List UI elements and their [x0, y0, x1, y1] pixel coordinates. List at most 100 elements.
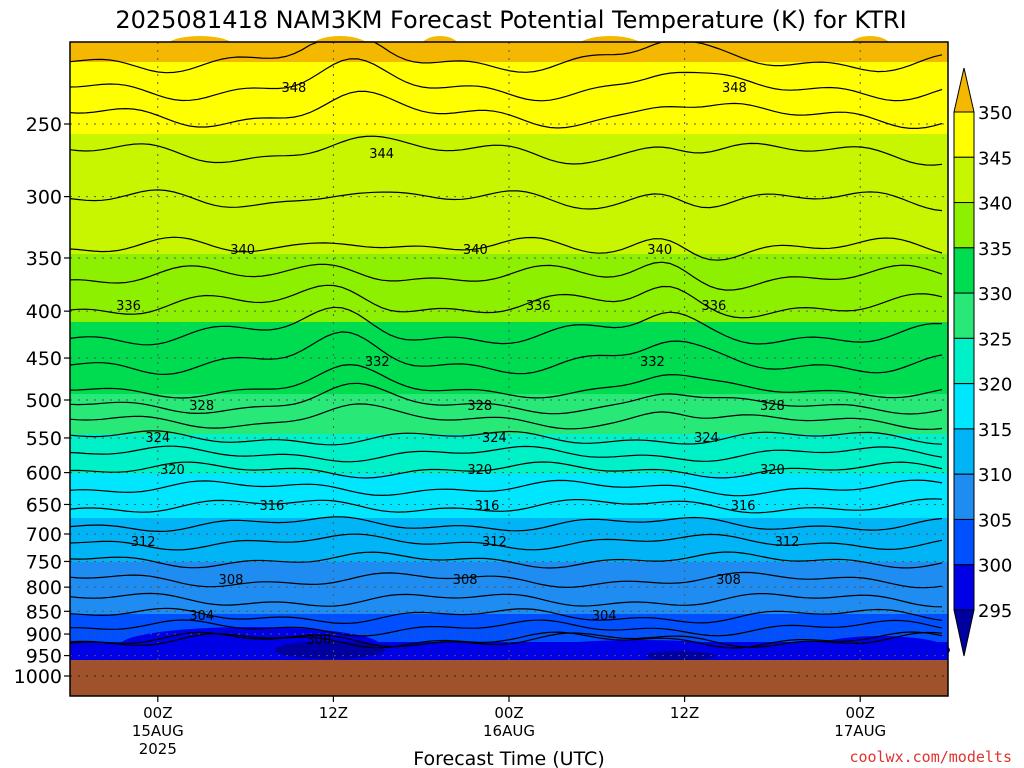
isotherm-312 [69, 533, 943, 551]
y-tick-label: 900 [26, 624, 62, 646]
y-tick-label: 500 [26, 390, 62, 412]
contour-label: 340 [230, 243, 255, 258]
contour-label: 328 [467, 399, 492, 414]
x-tick-label: 00Z [143, 704, 172, 722]
contour-labels: 348 348 344 340 340 340 336 336 336 332 332 328 328 3… [116, 81, 799, 648]
colorbar-label: 330 [978, 284, 1012, 305]
colorbar-label: 325 [978, 329, 1012, 350]
colorbar-bottom-arrow [953, 609, 975, 657]
colorbar-label: 310 [978, 465, 1012, 486]
colorbar-swatch [953, 111, 975, 158]
y-tick-label: 600 [26, 463, 62, 485]
isotherm-336 [69, 284, 943, 319]
isotherm-334 [69, 306, 943, 346]
colorbar: 350 345 340 335 330 325 320 315 310 305 300 295 [953, 67, 1012, 657]
credit-text: coolwx.com/modelts [849, 748, 1012, 766]
contour-label: 316 [260, 499, 285, 514]
isotherm-332 [69, 331, 943, 376]
contour-label: 316 [475, 499, 500, 514]
colorbar-label: 335 [978, 239, 1012, 260]
isotherm-318 [69, 479, 943, 497]
isotherm-338 [69, 261, 943, 291]
isotherm-306 [69, 592, 943, 608]
colorbar-top-arrow [953, 67, 975, 113]
fill-warm-patch [420, 36, 460, 60]
colorbar-swatch [953, 247, 975, 294]
contour-label: 336 [116, 299, 141, 314]
x-tick-label: 00Z [846, 704, 875, 722]
contour-label: 348 [281, 81, 306, 96]
contour-label: 324 [694, 431, 719, 446]
x-tick-label: 12Z [319, 704, 348, 722]
fill-band [70, 42, 948, 63]
y-tick-label: 250 [26, 114, 62, 136]
colorbar-label: 340 [978, 194, 1012, 215]
chart-title: 2025081418 NAM3KM Forecast Potential Tem… [115, 6, 906, 34]
x-tick-label: 15AUG [132, 722, 184, 740]
isotherm-310 [69, 551, 943, 569]
contour-label: 312 [482, 535, 507, 550]
colorbar-label: 315 [978, 420, 1012, 441]
contour-label: 336 [701, 299, 726, 314]
y-tick-label: 700 [26, 524, 62, 546]
colorbar-label: 345 [978, 148, 1012, 169]
contour-label: 312 [131, 535, 156, 550]
isotherm-304 [69, 607, 943, 625]
contour-label: 312 [775, 535, 800, 550]
contour-label: 328 [189, 399, 214, 414]
plot-area: 348 348 344 340 340 340 336 336 336 332 332 328 328 3… [69, 36, 950, 697]
isotherm-342 [69, 189, 943, 212]
y-tick-label: 400 [26, 301, 62, 323]
isotherm-348 [69, 58, 943, 102]
contour-label: 344 [369, 147, 394, 162]
isotherm-340 [69, 236, 943, 261]
contour-label: 340 [463, 243, 488, 258]
isotherm-326 [69, 403, 943, 431]
colorbar-swatch [953, 473, 975, 520]
contour-label: 336 [526, 299, 551, 314]
isotherm-344 [69, 135, 943, 166]
contour-label: 316 [731, 499, 756, 514]
theta-fill [70, 36, 950, 696]
isotherm-302 [70, 619, 943, 637]
contour-label: 308 [219, 573, 244, 588]
isotherm-322 [69, 445, 943, 463]
contour-label: 304 [592, 609, 617, 624]
colorbar-swatch [953, 383, 975, 430]
contour-label: 324 [482, 431, 507, 446]
isotherm-lines [69, 41, 943, 649]
colorbar-swatch [953, 518, 975, 566]
y-tick-label: 750 [26, 551, 62, 573]
colorbar-label: 350 [978, 103, 1012, 124]
x-tick-label: 17AUG [834, 722, 886, 740]
isotherm-316 [69, 498, 943, 514]
fill-warm-patch [164, 36, 236, 60]
colorbar-label: 305 [978, 510, 1012, 531]
contour-label: 332 [365, 355, 390, 370]
x-tick-label: 00Z [494, 704, 523, 722]
colorbar-swatch [953, 292, 975, 339]
contour-label: 324 [145, 431, 170, 446]
contour-label: 340 [647, 243, 672, 258]
contour-label: 308 [453, 573, 478, 588]
isotherm-324 [69, 430, 943, 446]
x-axis-label: Forecast Time (UTC) [413, 748, 604, 768]
contour-label: 308 [716, 573, 741, 588]
x-tick-label: 2025 [139, 740, 177, 758]
isotherm-308 [69, 571, 943, 589]
y-tick-label: 1000 [14, 666, 62, 688]
y-tick-label: 650 [26, 494, 62, 516]
y-axis: 2503003504004505005506006507007508008509… [14, 114, 70, 688]
contour-label: 320 [760, 463, 785, 478]
isotherm-314 [69, 516, 943, 533]
y-tick-label: 950 [26, 646, 62, 668]
isotherm-320 [69, 461, 943, 479]
isotherm-328 [69, 382, 943, 415]
contour-label: 332 [640, 355, 665, 370]
colorbar-swatch [953, 564, 975, 611]
colorbar-swatch [953, 428, 975, 475]
y-tick-label: 350 [26, 248, 62, 270]
contour-label: 320 [467, 463, 492, 478]
colorbar-label: 300 [978, 556, 1012, 577]
